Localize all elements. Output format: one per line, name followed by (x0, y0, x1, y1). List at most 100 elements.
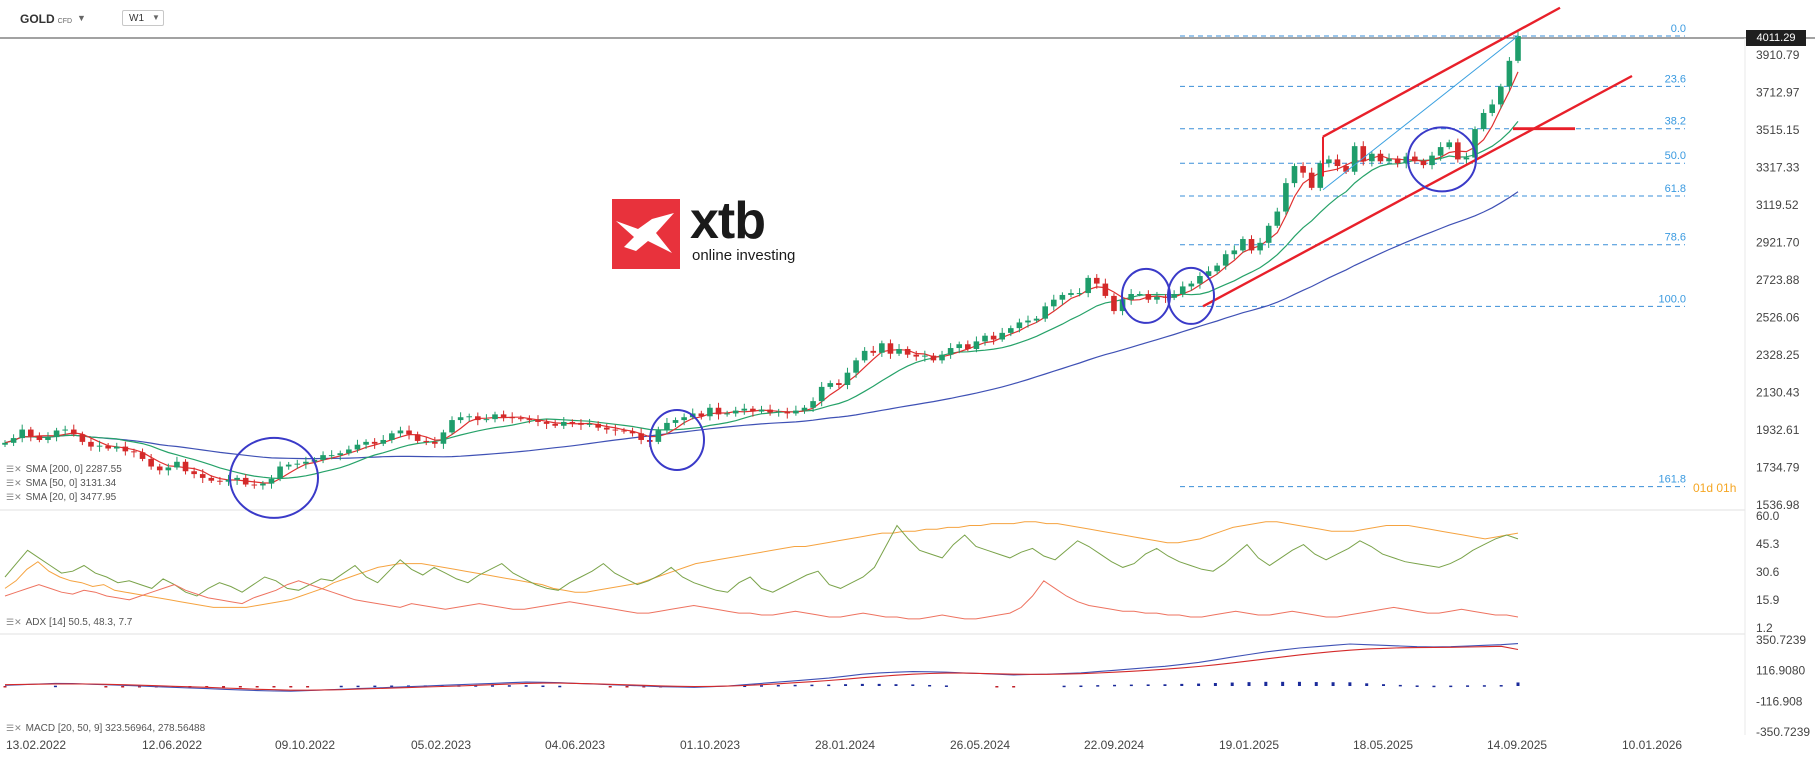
candle-body (1351, 146, 1358, 172)
date-tick-label: 04.06.2023 (545, 738, 605, 752)
candle-body (767, 409, 773, 413)
candle-body (732, 410, 739, 414)
candle-body (1394, 158, 1401, 164)
candle-body (595, 423, 601, 428)
settings-icon[interactable]: ☰✕ (6, 492, 22, 502)
macd-histogram-bar (1213, 683, 1217, 686)
macd-histogram-bar (137, 686, 141, 688)
candle-body (113, 446, 120, 449)
macd-histogram-bar (356, 685, 360, 688)
candle-body (148, 458, 154, 467)
legend-macd[interactable]: ☰✕ MACD [20, 50, 9] 323.56964, 278.56488 (6, 723, 205, 734)
macd-histogram-bar (793, 684, 797, 687)
candle-body (621, 430, 627, 432)
settings-icon[interactable]: ☰✕ (6, 617, 22, 627)
legend-sma-20[interactable]: ☰✕ SMA [20, 0] 3477.95 (6, 492, 116, 503)
candle-body (1171, 294, 1177, 298)
candle-body (406, 430, 412, 435)
price-tick-label: 3910.79 (1756, 48, 1800, 62)
candle-body (234, 477, 240, 480)
macd-histogram-bar (944, 685, 948, 687)
candle-body (1265, 225, 1272, 243)
candle-body (1274, 211, 1281, 226)
macd-histogram-bar (776, 684, 780, 687)
legend-sma-200-label: SMA [200, 0] (25, 464, 83, 475)
macd-histogram-bar (911, 684, 915, 686)
candle-body (1420, 161, 1427, 166)
candle-body (578, 422, 584, 425)
macd-histogram-bar (642, 686, 646, 688)
timeframe-selector[interactable]: W1 (122, 10, 164, 26)
fib-level-label: 100.0 (1658, 293, 1686, 305)
candle-body (672, 420, 679, 423)
candle-body (1068, 293, 1074, 295)
legend-sma-50-label: SMA [50, 0] (25, 478, 78, 489)
macd-histogram-bar (1264, 681, 1268, 686)
candle-body (371, 441, 378, 444)
candle-body (70, 429, 77, 435)
candle-body (655, 430, 662, 442)
candle-body (724, 413, 730, 415)
fib-level-label: 23.6 (1665, 73, 1686, 85)
candle-body (1480, 112, 1487, 130)
settings-icon[interactable]: ☰✕ (6, 478, 22, 488)
candle-body (1128, 294, 1134, 300)
macd-histogram-bar (104, 686, 108, 688)
candle-body (1360, 146, 1367, 162)
fib-anchor-line (1322, 35, 1519, 191)
candle-body (612, 429, 619, 431)
candle-body (1042, 306, 1048, 319)
settings-icon[interactable]: ☰✕ (6, 464, 22, 474)
highlight-circle (1167, 266, 1215, 325)
price-tick-label: 3515.15 (1756, 123, 1800, 137)
candle-body (217, 480, 223, 482)
candle-body (1179, 286, 1186, 295)
symbol-selector[interactable]: GOLD CFD (20, 12, 72, 26)
candle-body (1343, 166, 1349, 172)
candle-body (1283, 183, 1289, 212)
macd-histogram-bar (1382, 684, 1386, 686)
candle-body (10, 438, 17, 443)
settings-icon[interactable]: ☰✕ (6, 723, 22, 733)
macd-histogram-bar (272, 686, 276, 688)
macd-histogram-bar (222, 686, 226, 688)
candle-body (801, 407, 808, 411)
candle-body (1085, 277, 1091, 294)
candle-body (346, 449, 352, 454)
macd-histogram-bar (877, 683, 881, 686)
candle-body (242, 477, 249, 485)
brand-name: xtb (690, 192, 766, 250)
candle-body (844, 372, 851, 385)
candle-body (225, 479, 232, 482)
macd-histogram-bar (743, 685, 747, 688)
candle-body (913, 354, 920, 357)
price-tick-label: 3119.52 (1756, 198, 1799, 212)
macd-tick-label: -116.908 (1756, 694, 1803, 708)
candle-body (45, 437, 51, 440)
macd-histogram-bar (121, 686, 125, 688)
candle-body (354, 444, 361, 450)
legend-sma-200[interactable]: ☰✕ SMA [200, 0] 2287.55 (6, 464, 122, 475)
candle-body (483, 419, 490, 421)
candle-body (1050, 299, 1057, 307)
last-price-tag: 4011.29 (1746, 30, 1806, 46)
candle-body (1240, 239, 1246, 251)
chevron-down-icon[interactable]: ▼ (152, 13, 160, 22)
candle-body (1291, 166, 1298, 184)
candle-body (1308, 172, 1315, 188)
legend-adx[interactable]: ☰✕ ADX [14] 50.5, 48.3, 7.7 (6, 617, 132, 628)
highlight-circle (649, 408, 705, 471)
candle-body (251, 484, 258, 486)
macd-histogram-bar (810, 684, 814, 687)
candle-body (96, 445, 103, 447)
candle-body (664, 422, 670, 431)
candle-body (827, 383, 834, 387)
candle-body (1154, 296, 1160, 300)
candle-body (1446, 142, 1453, 148)
legend-sma-50[interactable]: ☰✕ SMA [50, 0] 3131.34 (6, 478, 116, 489)
macd-histogram-bar (1449, 685, 1453, 688)
macd-histogram-bar (625, 686, 629, 688)
chevron-down-icon[interactable]: ▼ (77, 13, 86, 23)
trend-support-line (1202, 74, 1633, 308)
